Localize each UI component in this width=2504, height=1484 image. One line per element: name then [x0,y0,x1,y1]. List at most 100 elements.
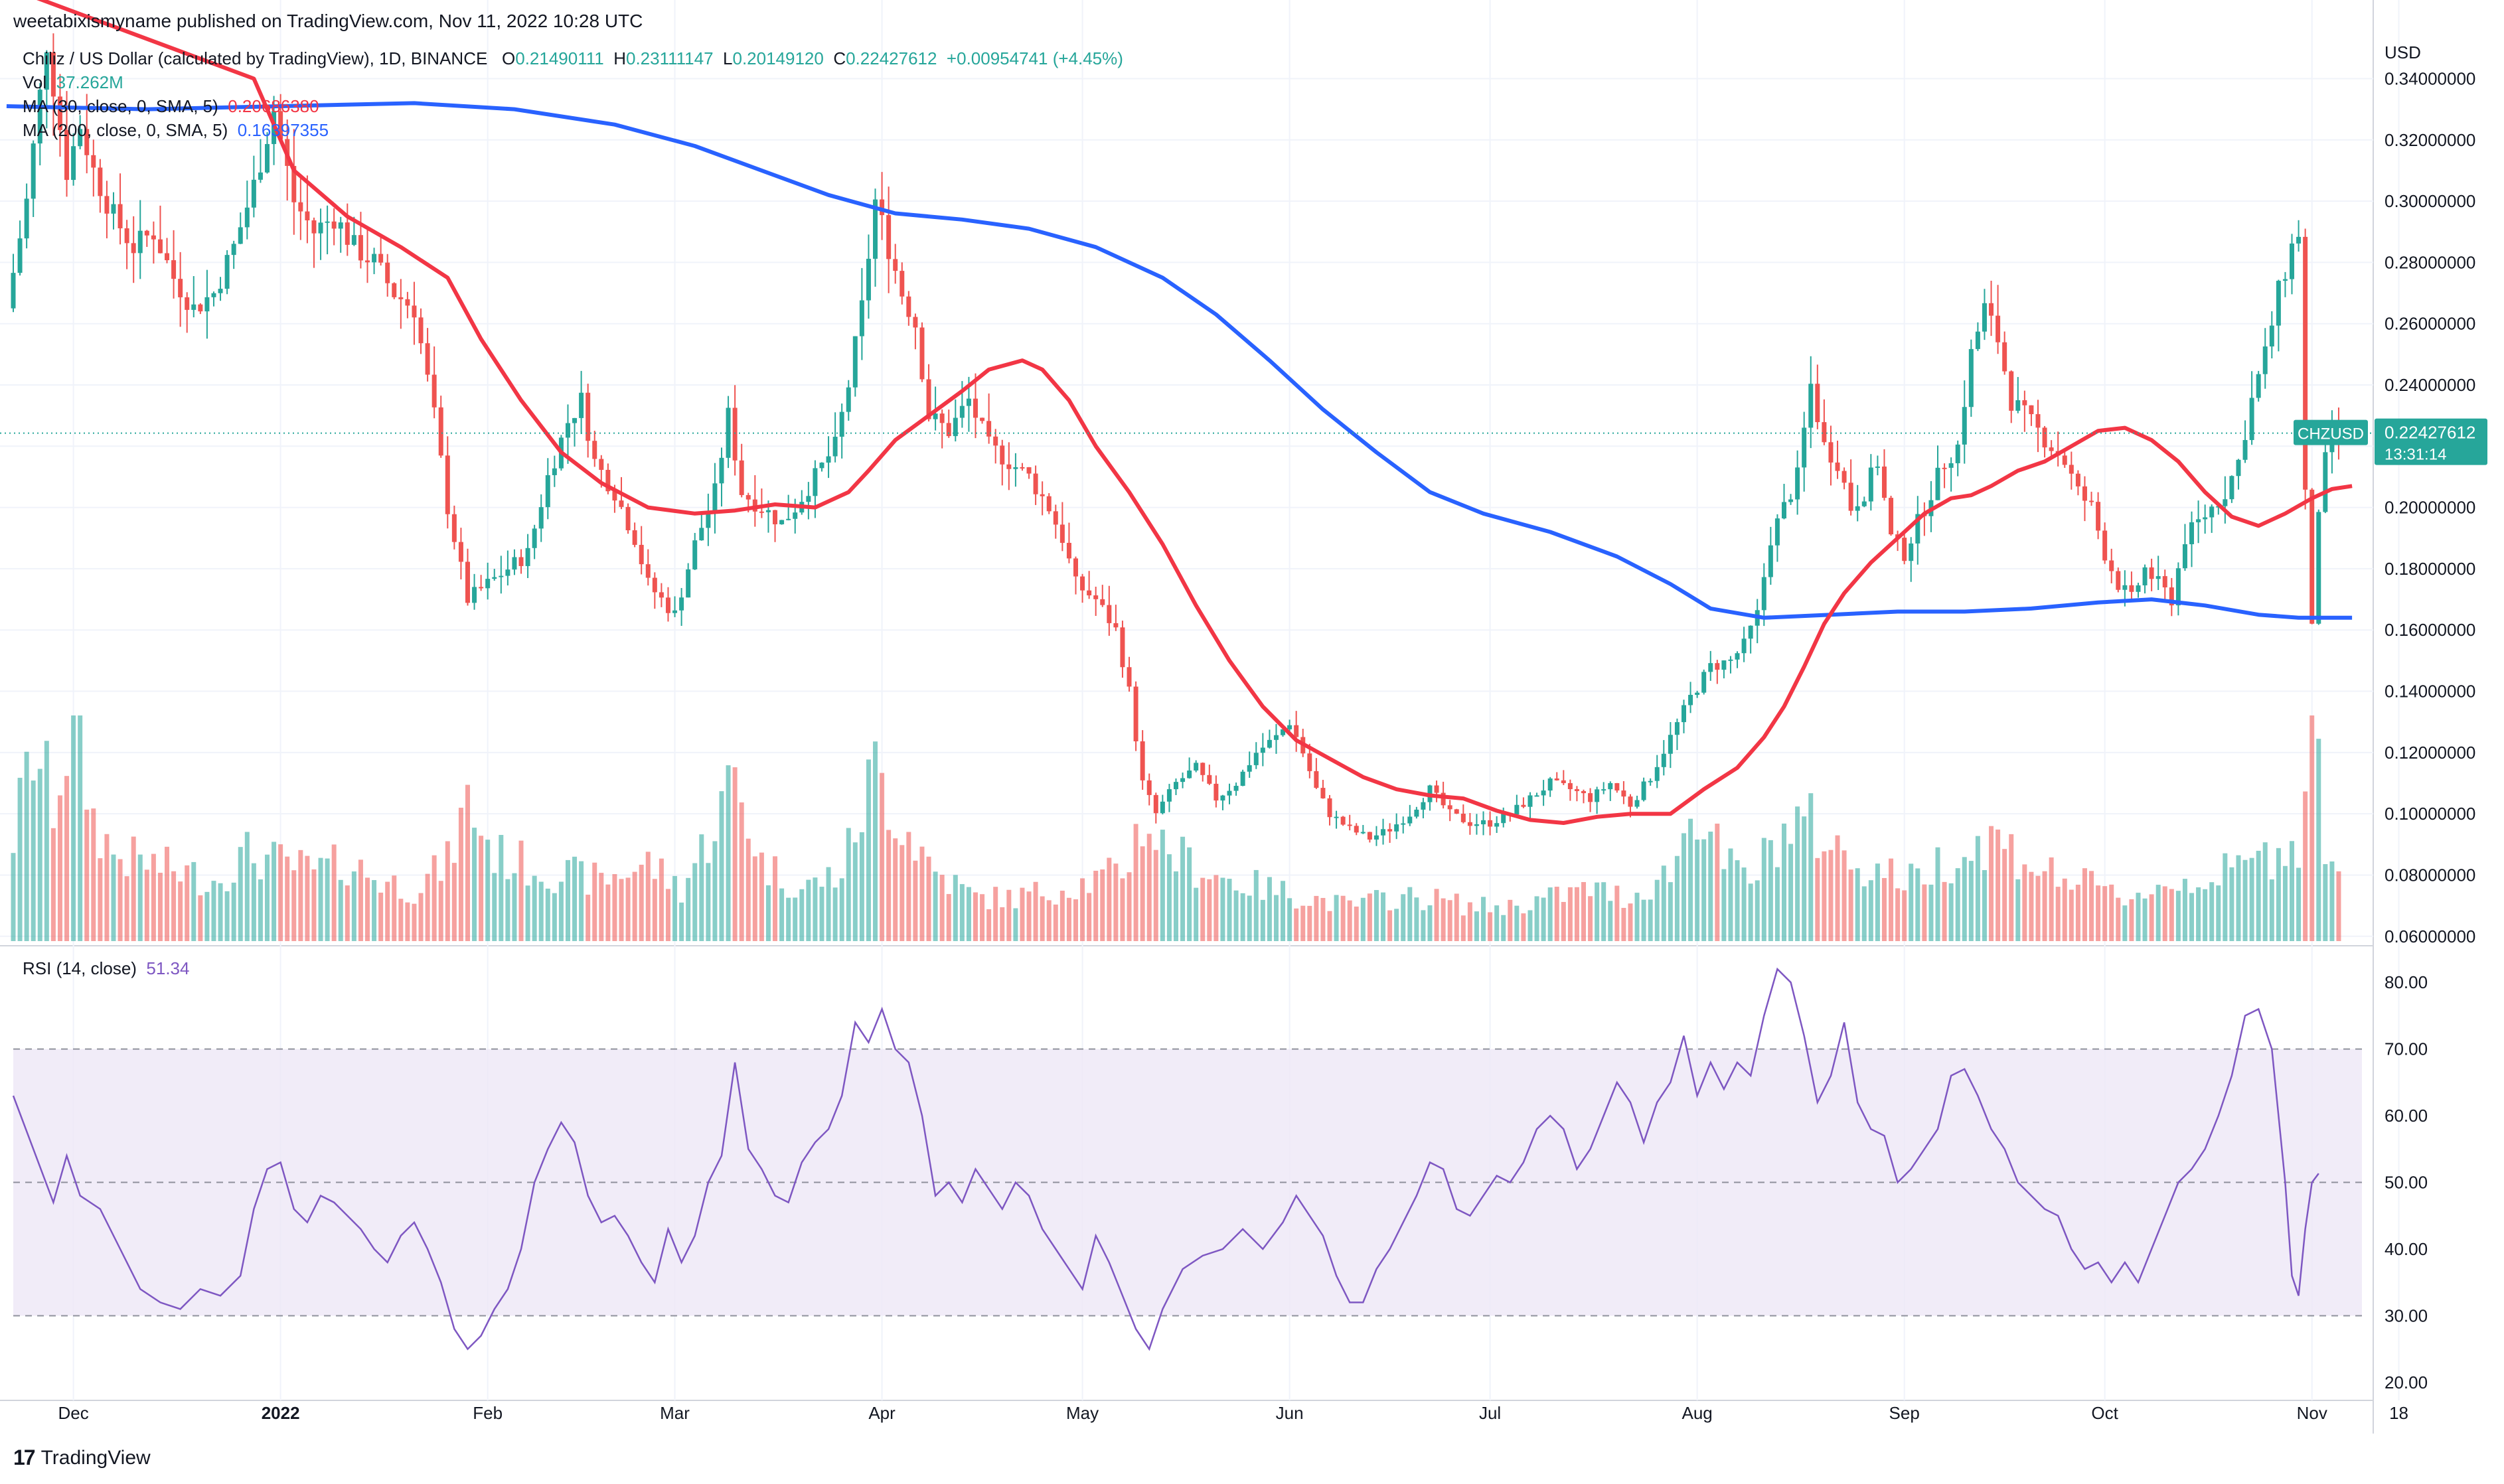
volume-bar [1948,883,1954,941]
candle-body [612,491,617,501]
price-tick-label: 0.28000000 [2385,252,2475,272]
candle-body [518,557,524,566]
volume-bar [2109,884,2114,941]
volume-bar [1367,893,1372,941]
candle-body [980,417,985,421]
candle-body [1875,466,1880,468]
volume-bar [1781,823,1786,941]
volume-bar [558,881,564,941]
candle-body [605,469,611,492]
volume-bar [204,891,210,941]
candle-body [1942,467,1947,469]
price-tick-label: 0.32000000 [2385,130,2475,150]
candle-body [1307,753,1312,771]
candle-body [1881,466,1887,498]
volume-bar [2182,879,2187,941]
candle-body [1728,659,1733,661]
volume-bar [358,859,363,941]
candle-body [1467,822,1472,826]
candle-body [1387,829,1393,832]
volume-bar [2196,887,2201,941]
volume-bar [451,863,457,941]
candle-body [1768,545,1773,577]
volume-bar [645,852,651,941]
candle-body [639,544,644,565]
candle-body [692,540,698,569]
volume-bar [1467,902,1472,941]
volume-bar [1360,897,1366,941]
candle-body [171,260,177,279]
volume-bar [826,867,831,941]
candle-body [358,235,363,261]
candle-body [1588,793,1593,802]
candle-body [98,167,103,196]
candle-body [1140,741,1145,780]
volume-bar [2282,865,2288,941]
volume-bar [1889,858,1894,941]
volume-bar [619,879,624,941]
candle-body [1173,782,1178,790]
volume-value: 37.262M [56,72,123,92]
candle-body [44,52,49,90]
volume-bar [1133,824,1138,941]
candle-body [759,511,764,513]
candle-body [1381,829,1386,836]
candle-body [185,297,190,310]
volume-bar [1881,877,1887,941]
candle-body [479,587,484,589]
volume-bar [231,882,236,941]
candle-body [2296,236,2302,244]
volume-bar [739,802,744,941]
volume-bar [1240,893,1245,941]
candle-body [1253,753,1259,765]
candle-body [11,273,16,309]
candle-body [1501,813,1506,824]
volume-bar [265,854,270,941]
candle-body [1474,824,1479,826]
candle-body [325,221,330,223]
candle-body [1040,494,1045,496]
candle-body [1394,824,1399,832]
candle-body [198,304,203,312]
candle-body [1267,739,1272,748]
volume-bar [926,856,931,941]
candle-body [1281,729,1286,735]
volume-bar [2162,886,2167,941]
tradingview-logo[interactable]: 17 TradingView [13,1446,151,1470]
volume-bar [11,853,16,941]
candle-body [472,587,477,603]
candle-body [1073,558,1078,577]
candle-body [552,468,557,475]
candle-body [1909,543,1914,561]
volume-bar [1227,879,1232,941]
candle-body [619,500,624,507]
candle-body [1133,686,1138,741]
volume-bar [1875,863,1880,941]
volume-bar [819,887,824,941]
candle-body [1334,816,1339,818]
volume-bar [913,860,918,941]
volume-bar [1588,896,1593,941]
candle-body [1460,813,1466,822]
candle-body [238,227,243,244]
volume-bar [1527,910,1533,941]
volume-bar [1447,900,1452,941]
volume-bar [765,885,771,941]
candle-body [2290,243,2295,279]
volume-bar [565,859,570,941]
volume-bar [64,776,70,941]
volume-bar [1841,850,1847,941]
candle-body [726,408,731,458]
volume-bar [465,784,470,941]
rsi-legend: RSI (14, close) 51.34 [23,958,189,979]
volume-label: Vol [23,72,47,92]
volume-bar [1895,888,1901,941]
candle-body [2089,500,2094,502]
candle-body [1835,462,1840,471]
candle-body [331,221,337,229]
candle-body [2316,512,2321,624]
candle-body [1975,331,1980,349]
moving-averages [6,0,2353,825]
volume-bar [2276,848,2281,941]
